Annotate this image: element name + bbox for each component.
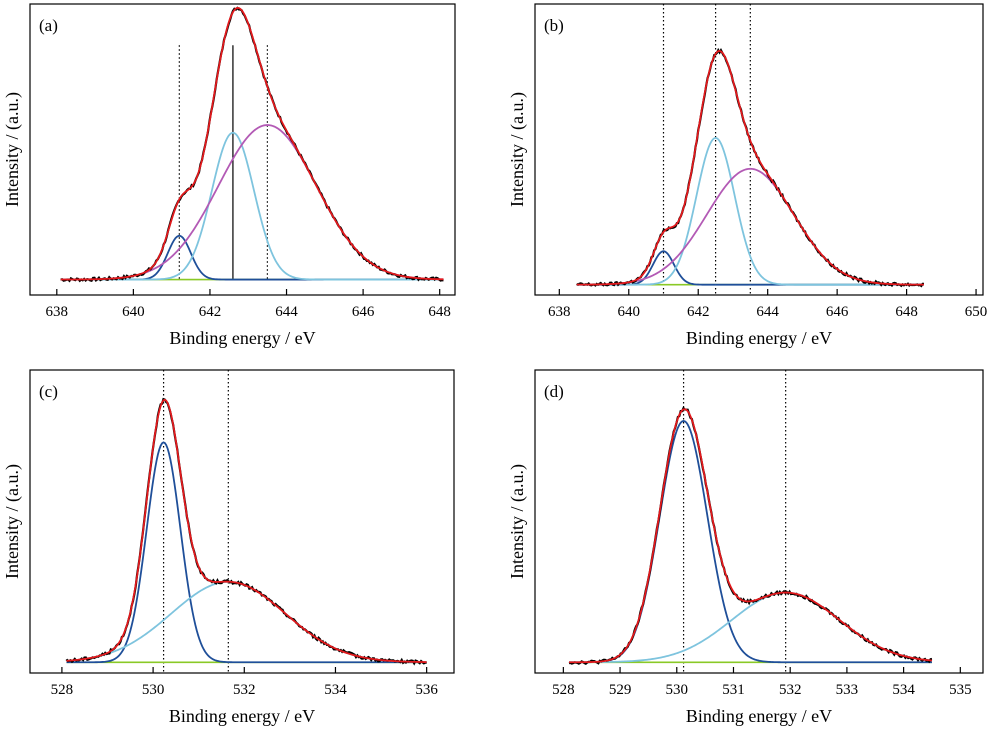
panel-label: (a)	[39, 16, 58, 35]
component-peak-curve	[60, 131, 444, 281]
x-axis-label: Binding energy / eV	[686, 328, 832, 348]
component-peak-curve	[66, 441, 427, 664]
fitted-envelope-curve	[576, 49, 924, 286]
x-tick-label: 536	[415, 682, 438, 698]
component-peak-curve	[569, 420, 932, 664]
x-axis-label: Binding energy / eV	[169, 706, 315, 726]
component-peak-curve	[60, 124, 444, 281]
x-tick-label: 529	[609, 682, 632, 698]
x-tick-label: 644	[756, 304, 779, 320]
plot-frame	[534, 369, 984, 674]
experimental-curve	[65, 397, 427, 666]
y-axis-label: Intensity / (a.u.)	[507, 92, 528, 207]
component-peak-curve	[576, 167, 924, 286]
x-tick-label: 534	[892, 682, 915, 698]
x-axis-label: Binding energy / eV	[686, 706, 832, 726]
experimental-curve	[60, 6, 444, 283]
x-tick-label: 638	[46, 304, 69, 320]
fitted-envelope-curve	[569, 408, 933, 664]
plot-frame	[29, 3, 456, 296]
x-tick-label: 535	[949, 682, 972, 698]
x-axis-label: Binding energy / eV	[169, 328, 315, 348]
x-tick-label: 533	[836, 682, 859, 698]
plot-frame	[29, 369, 455, 674]
x-tick-label: 646	[352, 304, 375, 320]
x-tick-label: 528	[552, 682, 575, 698]
fitted-envelope-curve	[60, 6, 444, 281]
x-tick-label: 534	[324, 682, 347, 698]
chart-panel: 528 529 530 531 532 533 534 535 Binding energy /…	[507, 369, 984, 726]
x-tick-label: 648	[428, 304, 451, 320]
experimental-curve	[568, 406, 933, 665]
x-tick-label: 530	[666, 682, 689, 698]
fitted-envelope-curve	[66, 398, 427, 663]
x-tick-label: 642	[687, 304, 710, 320]
x-tick-label: 650	[965, 304, 988, 320]
panel-label: (b)	[544, 16, 564, 35]
y-axis-label: Intensity / (a.u.)	[2, 464, 23, 579]
component-peak-curve	[576, 136, 924, 286]
plot-frame	[534, 3, 984, 296]
y-axis-label: Intensity / (a.u.)	[2, 92, 23, 207]
x-tick-label: 644	[275, 304, 298, 320]
chart-panel: 638 640 642 644 646 648 650 Binding energy / eV…	[507, 3, 988, 348]
x-tick-label: 528	[51, 682, 74, 698]
x-tick-label: 530	[142, 682, 165, 698]
panel-label: (d)	[544, 382, 564, 401]
x-tick-label: 648	[895, 304, 918, 320]
x-tick-label: 646	[826, 304, 849, 320]
chart-panel: 528 530 532 534 536 Binding energy / eV Intens…	[2, 369, 455, 726]
x-tick-label: 532	[233, 682, 256, 698]
y-axis-label: Intensity / (a.u.)	[507, 464, 528, 579]
x-tick-label: 531	[722, 682, 745, 698]
x-tick-label: 640	[122, 304, 145, 320]
x-tick-label: 642	[199, 304, 222, 320]
component-peak-curve	[66, 580, 427, 663]
x-tick-label: 638	[548, 304, 571, 320]
x-tick-label: 640	[618, 304, 641, 320]
chart-panel: 638 640 642 644 646 648 Binding energy / eV Int…	[2, 3, 456, 348]
panel-label: (c)	[39, 382, 58, 401]
x-tick-label: 532	[779, 682, 802, 698]
